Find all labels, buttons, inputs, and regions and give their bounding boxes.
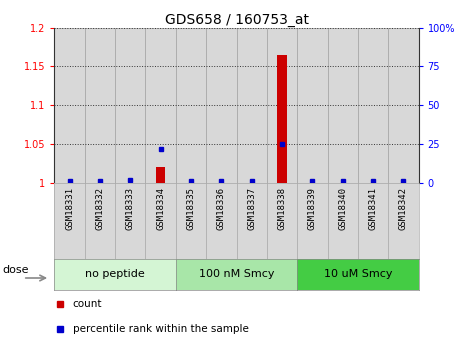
Bar — [236, 28, 267, 183]
Bar — [145, 28, 176, 183]
Text: 10 uM Smcy: 10 uM Smcy — [324, 269, 392, 279]
Text: GSM18334: GSM18334 — [156, 187, 165, 230]
Bar — [297, 28, 327, 183]
Bar — [176, 28, 206, 183]
Bar — [327, 28, 358, 183]
Text: GSM18342: GSM18342 — [399, 187, 408, 230]
Text: GSM18332: GSM18332 — [96, 187, 105, 230]
Text: no peptide: no peptide — [85, 269, 145, 279]
Text: GSM18336: GSM18336 — [217, 187, 226, 230]
Bar — [54, 28, 85, 183]
Text: GSM18341: GSM18341 — [368, 187, 377, 230]
Bar — [358, 28, 388, 183]
Text: count: count — [73, 299, 102, 309]
Bar — [278, 55, 287, 183]
Text: percentile rank within the sample: percentile rank within the sample — [73, 324, 248, 334]
Bar — [115, 28, 146, 183]
Text: GSM18331: GSM18331 — [65, 187, 74, 230]
Text: GSM18333: GSM18333 — [126, 187, 135, 230]
Text: GSM18335: GSM18335 — [186, 187, 195, 230]
Text: GSM18338: GSM18338 — [278, 187, 287, 230]
Bar — [267, 28, 297, 183]
Title: GDS658 / 160753_at: GDS658 / 160753_at — [165, 12, 308, 27]
Bar — [85, 28, 115, 183]
Text: 100 nM Smcy: 100 nM Smcy — [199, 269, 274, 279]
Bar — [206, 28, 236, 183]
Bar — [388, 28, 419, 183]
Text: GSM18340: GSM18340 — [338, 187, 347, 230]
Text: GSM18337: GSM18337 — [247, 187, 256, 230]
Text: GSM18339: GSM18339 — [308, 187, 317, 230]
Text: dose: dose — [3, 265, 29, 275]
Bar — [156, 167, 165, 183]
